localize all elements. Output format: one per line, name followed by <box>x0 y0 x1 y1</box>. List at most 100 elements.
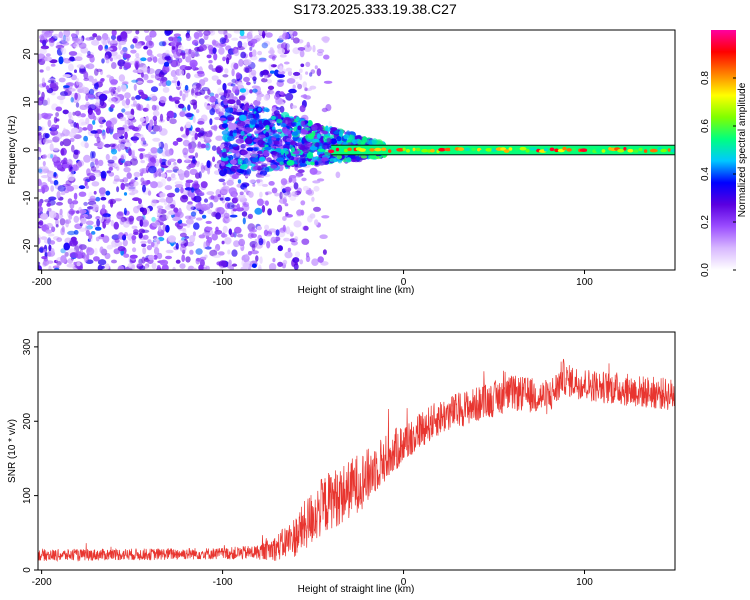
heat-cell <box>286 78 296 84</box>
heat-cell <box>292 31 298 37</box>
heat-cell <box>78 244 87 250</box>
heat-cell <box>302 81 308 89</box>
carrier-cell <box>412 147 416 152</box>
carrier-cell <box>554 148 559 153</box>
heat-cell <box>295 81 299 85</box>
heat-cell <box>249 30 253 35</box>
carrier-cell <box>638 147 643 152</box>
heat-cell <box>300 63 305 68</box>
heat-cell <box>143 73 149 81</box>
heat-cell <box>127 183 136 192</box>
heat-cell <box>360 155 368 159</box>
heat-cell <box>171 45 176 50</box>
heat-cell <box>220 233 228 238</box>
heat-cell <box>92 120 96 125</box>
heat-cell <box>72 37 80 43</box>
heat-cell <box>187 193 196 198</box>
heat-cell <box>277 70 285 75</box>
heat-cell <box>142 180 151 185</box>
carrier-cell <box>485 148 493 152</box>
heat-cell <box>220 162 225 167</box>
heat-cell <box>74 110 82 117</box>
snr-y-label: SNR (10 * v/v) <box>7 419 18 483</box>
heat-cell <box>172 266 176 270</box>
spectrogram-x-tick-label: -100 <box>213 277 233 288</box>
heat-cell <box>222 148 227 153</box>
heat-cell <box>158 119 165 123</box>
heat-cell <box>95 161 100 169</box>
heat-cell <box>47 177 52 182</box>
heat-cell <box>131 96 136 101</box>
heat-cell <box>219 42 227 47</box>
heat-cell <box>164 30 172 36</box>
heat-cell <box>317 159 326 166</box>
heat-cell <box>329 157 338 163</box>
heat-cell <box>175 242 179 250</box>
heat-cell <box>143 30 150 33</box>
heat-cell <box>269 47 274 52</box>
heat-cell <box>238 194 246 200</box>
heat-cell <box>50 248 55 255</box>
heat-cell <box>233 62 239 70</box>
heat-cell <box>89 55 95 63</box>
heat-cell <box>262 69 269 76</box>
colorbar-scale <box>711 30 736 270</box>
heat-cell <box>252 88 258 93</box>
heat-cell <box>86 247 95 256</box>
heat-cell <box>152 110 160 117</box>
heat-cell <box>39 69 44 73</box>
heat-cell <box>262 150 270 157</box>
heat-cell <box>140 160 145 164</box>
carrier-line <box>328 144 675 156</box>
heat-cell <box>162 224 167 232</box>
heat-cell <box>256 179 261 184</box>
colorbar-tick-label: 0.6 <box>700 119 711 133</box>
heat-cell <box>151 216 156 222</box>
heat-cell <box>193 195 202 203</box>
heat-cell <box>117 133 122 138</box>
carrier-cell <box>617 148 625 153</box>
heat-cell <box>122 239 128 247</box>
heat-cell <box>159 113 164 122</box>
heat-cell <box>289 140 296 145</box>
heat-cell <box>178 68 185 77</box>
heat-cell <box>68 51 78 56</box>
heat-cell <box>130 136 139 141</box>
heat-cell <box>38 53 44 58</box>
heat-cell <box>170 40 177 48</box>
heat-cell <box>163 142 169 151</box>
heat-cell <box>73 149 79 155</box>
heat-cell <box>256 179 261 184</box>
heat-cell <box>243 157 249 164</box>
heat-cell <box>336 136 342 142</box>
heat-cell <box>314 161 319 166</box>
heat-cell <box>322 130 329 135</box>
heat-cell <box>292 151 299 155</box>
heat-cell <box>266 157 272 163</box>
heat-cell <box>270 136 277 141</box>
heat-cell <box>42 138 50 145</box>
heat-cell <box>66 263 75 268</box>
heat-cell <box>229 148 235 153</box>
heat-cell <box>299 259 304 265</box>
heat-cell <box>325 104 332 112</box>
heat-cell <box>90 166 97 172</box>
heat-cell <box>41 99 49 106</box>
heat-cell <box>152 56 158 63</box>
heat-cell <box>46 97 51 105</box>
heat-cell <box>192 115 196 123</box>
heat-cell <box>250 69 257 76</box>
heat-cell <box>209 118 213 126</box>
heat-cell <box>192 102 198 110</box>
snr-x-label: Height of straight line (km) <box>298 584 415 595</box>
heat-cell <box>70 97 74 103</box>
heat-cell <box>230 165 239 172</box>
heat-cell <box>78 191 87 197</box>
heat-cell <box>309 167 318 175</box>
heat-cell <box>236 99 241 106</box>
heat-cell <box>257 50 262 56</box>
heat-cell <box>117 265 125 270</box>
heat-cell <box>182 228 187 235</box>
heat-cell <box>69 202 75 210</box>
heat-cell <box>42 259 50 266</box>
